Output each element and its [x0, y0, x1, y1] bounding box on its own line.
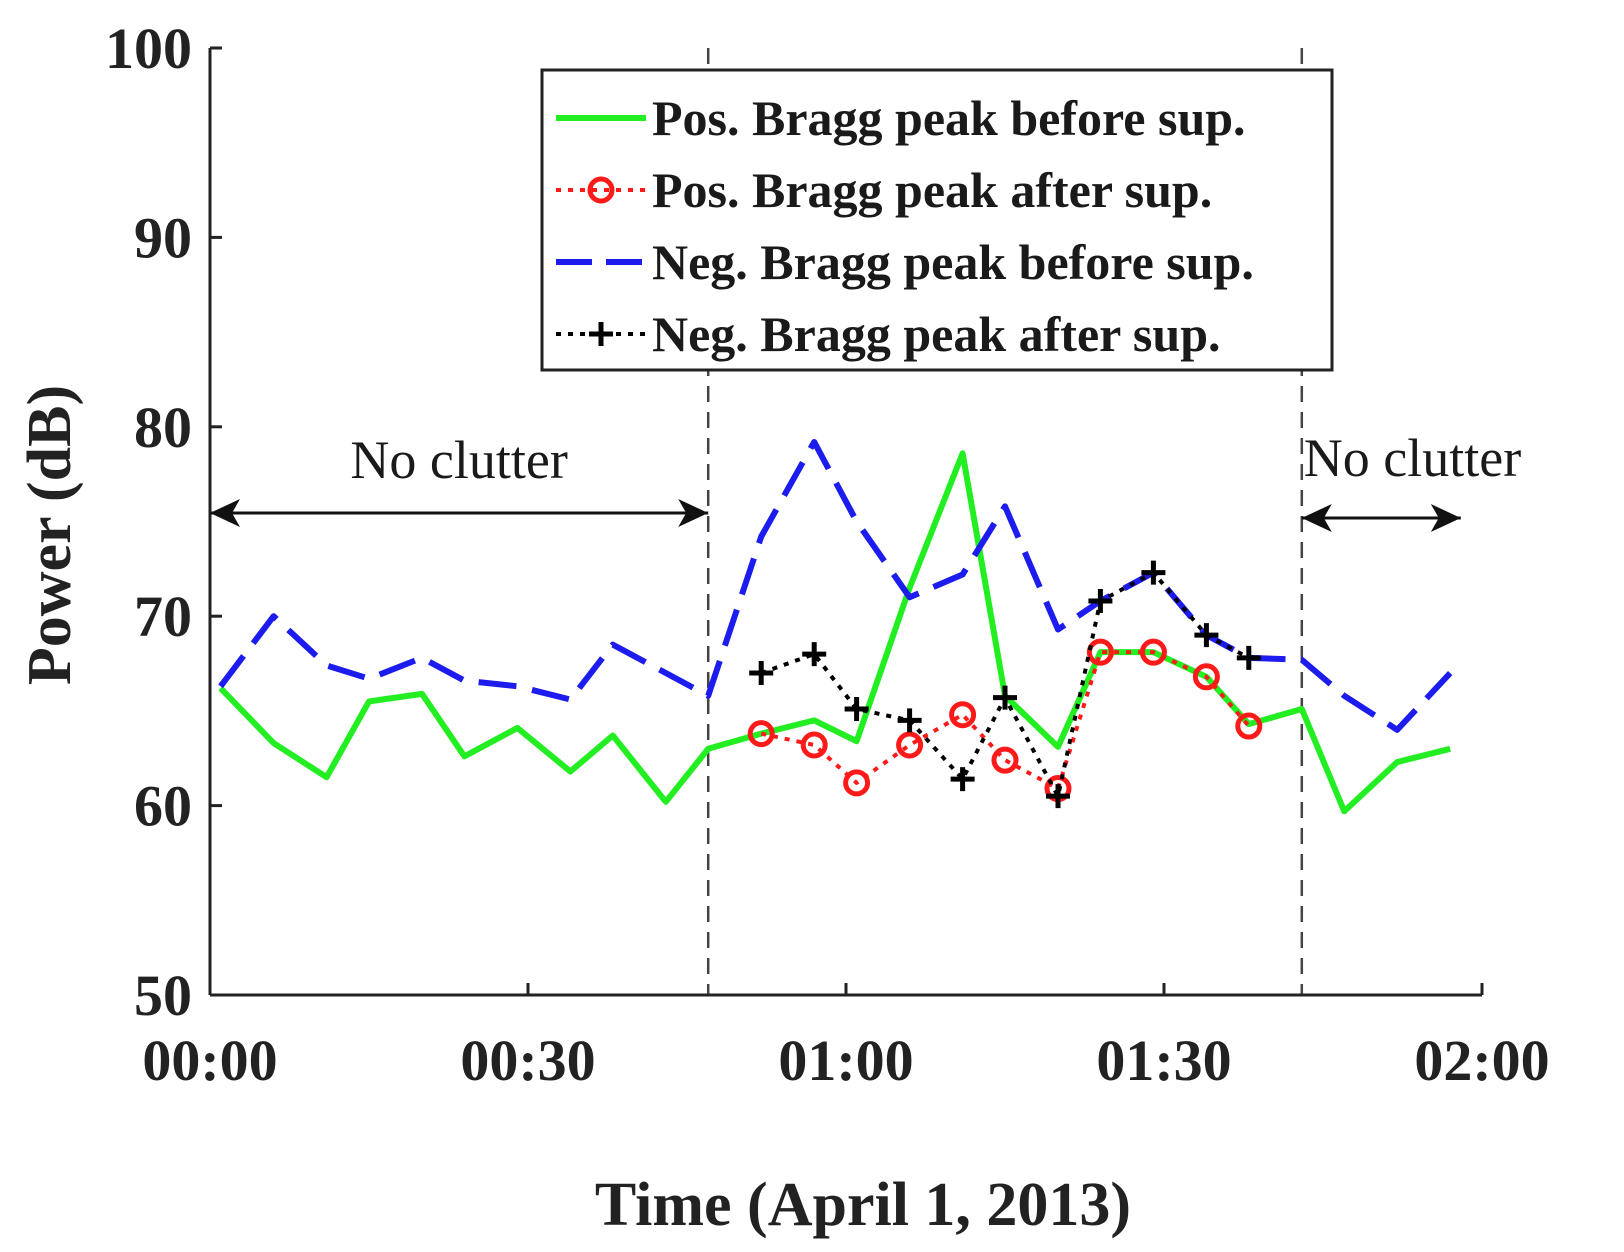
legend-label: Pos. Bragg peak after sup.: [652, 162, 1212, 218]
y-tick-label: 60: [134, 774, 192, 839]
y-tick-label: 100: [105, 16, 192, 81]
legend-marker: [587, 176, 615, 204]
no-clutter-label: No clutter: [1304, 428, 1521, 488]
x-tick-label: 01:00: [778, 1028, 913, 1093]
legend-entry: Neg. Bragg peak before sup.: [556, 234, 1254, 290]
data-point-marker: [844, 697, 869, 722]
y-tick-label: 50: [134, 963, 192, 1028]
data-point-marker: [993, 685, 1017, 710]
data-point-marker: [991, 746, 1019, 774]
legend-entry: Pos. Bragg peak after sup.: [556, 162, 1212, 218]
no-clutter-arrow-right: [1301, 504, 1461, 532]
data-point-marker: [1236, 645, 1261, 670]
legend-entry: Pos. Bragg peak before sup.: [556, 90, 1246, 146]
data-point-marker: [897, 708, 922, 733]
series-line: [760, 650, 1251, 791]
data-point-marker: [1139, 638, 1167, 666]
x-axis-title: Time (April 1, 2013): [595, 1171, 1131, 1239]
legend-label: Neg. Bragg peak after sup.: [652, 306, 1221, 362]
data-point-marker: [800, 731, 828, 759]
legend-label: Pos. Bragg peak before sup.: [652, 90, 1246, 146]
axes: 50 60 70 80 90 100 00:00 00:30 01:00 01:30 02:00: [105, 16, 1550, 1093]
data-point-marker: [1088, 589, 1113, 614]
x-tick-label: 00:30: [460, 1028, 595, 1093]
series-1: [218, 450, 1451, 815]
data-point-marker: [1194, 623, 1219, 648]
x-tick-label: 00:00: [142, 1028, 277, 1093]
y-axis-title: Power (dB): [16, 385, 84, 685]
series-layer: [218, 438, 1453, 815]
no-clutter-label: No clutter: [350, 430, 567, 490]
data-point-marker: [1046, 784, 1070, 809]
series-line: [218, 450, 1451, 815]
data-point-marker: [950, 767, 975, 792]
legend-box: [540, 68, 1334, 372]
legend-entry: Neg. Bragg peak after sup.: [556, 306, 1221, 362]
data-point-marker: [747, 720, 775, 748]
legend: Pos. Bragg peak before sup. Pos. Bragg pe…: [540, 68, 1334, 372]
x-tick-label: 02:00: [1414, 1028, 1549, 1093]
data-point-marker: [749, 661, 774, 686]
arrow-head-left: [1301, 504, 1332, 532]
no-clutter-arrow-left: [210, 499, 709, 527]
y-tick-label: 80: [134, 395, 192, 460]
y-tick-label: 70: [134, 584, 192, 649]
arrow-head-right: [1430, 504, 1461, 532]
data-point-marker: [802, 642, 827, 667]
series-4: [749, 560, 1261, 809]
data-point-marker: [1192, 663, 1220, 691]
x-tick-label: 01:30: [1096, 1028, 1231, 1093]
arrow-head-left: [210, 499, 240, 527]
data-point-marker: [843, 769, 871, 797]
series-2: [747, 638, 1263, 803]
data-point-marker: [1235, 712, 1263, 740]
y-tick-label: 90: [134, 205, 192, 270]
data-point-marker: [1086, 638, 1114, 666]
annotations: No clutter No clutter: [210, 428, 1521, 532]
data-point-marker: [1141, 560, 1166, 585]
arrow-head-right: [678, 499, 709, 527]
legend-marker: [589, 322, 613, 346]
data-point-marker: [949, 701, 977, 729]
data-point-marker: [896, 731, 924, 759]
legend-label: Neg. Bragg peak before sup.: [652, 234, 1254, 290]
